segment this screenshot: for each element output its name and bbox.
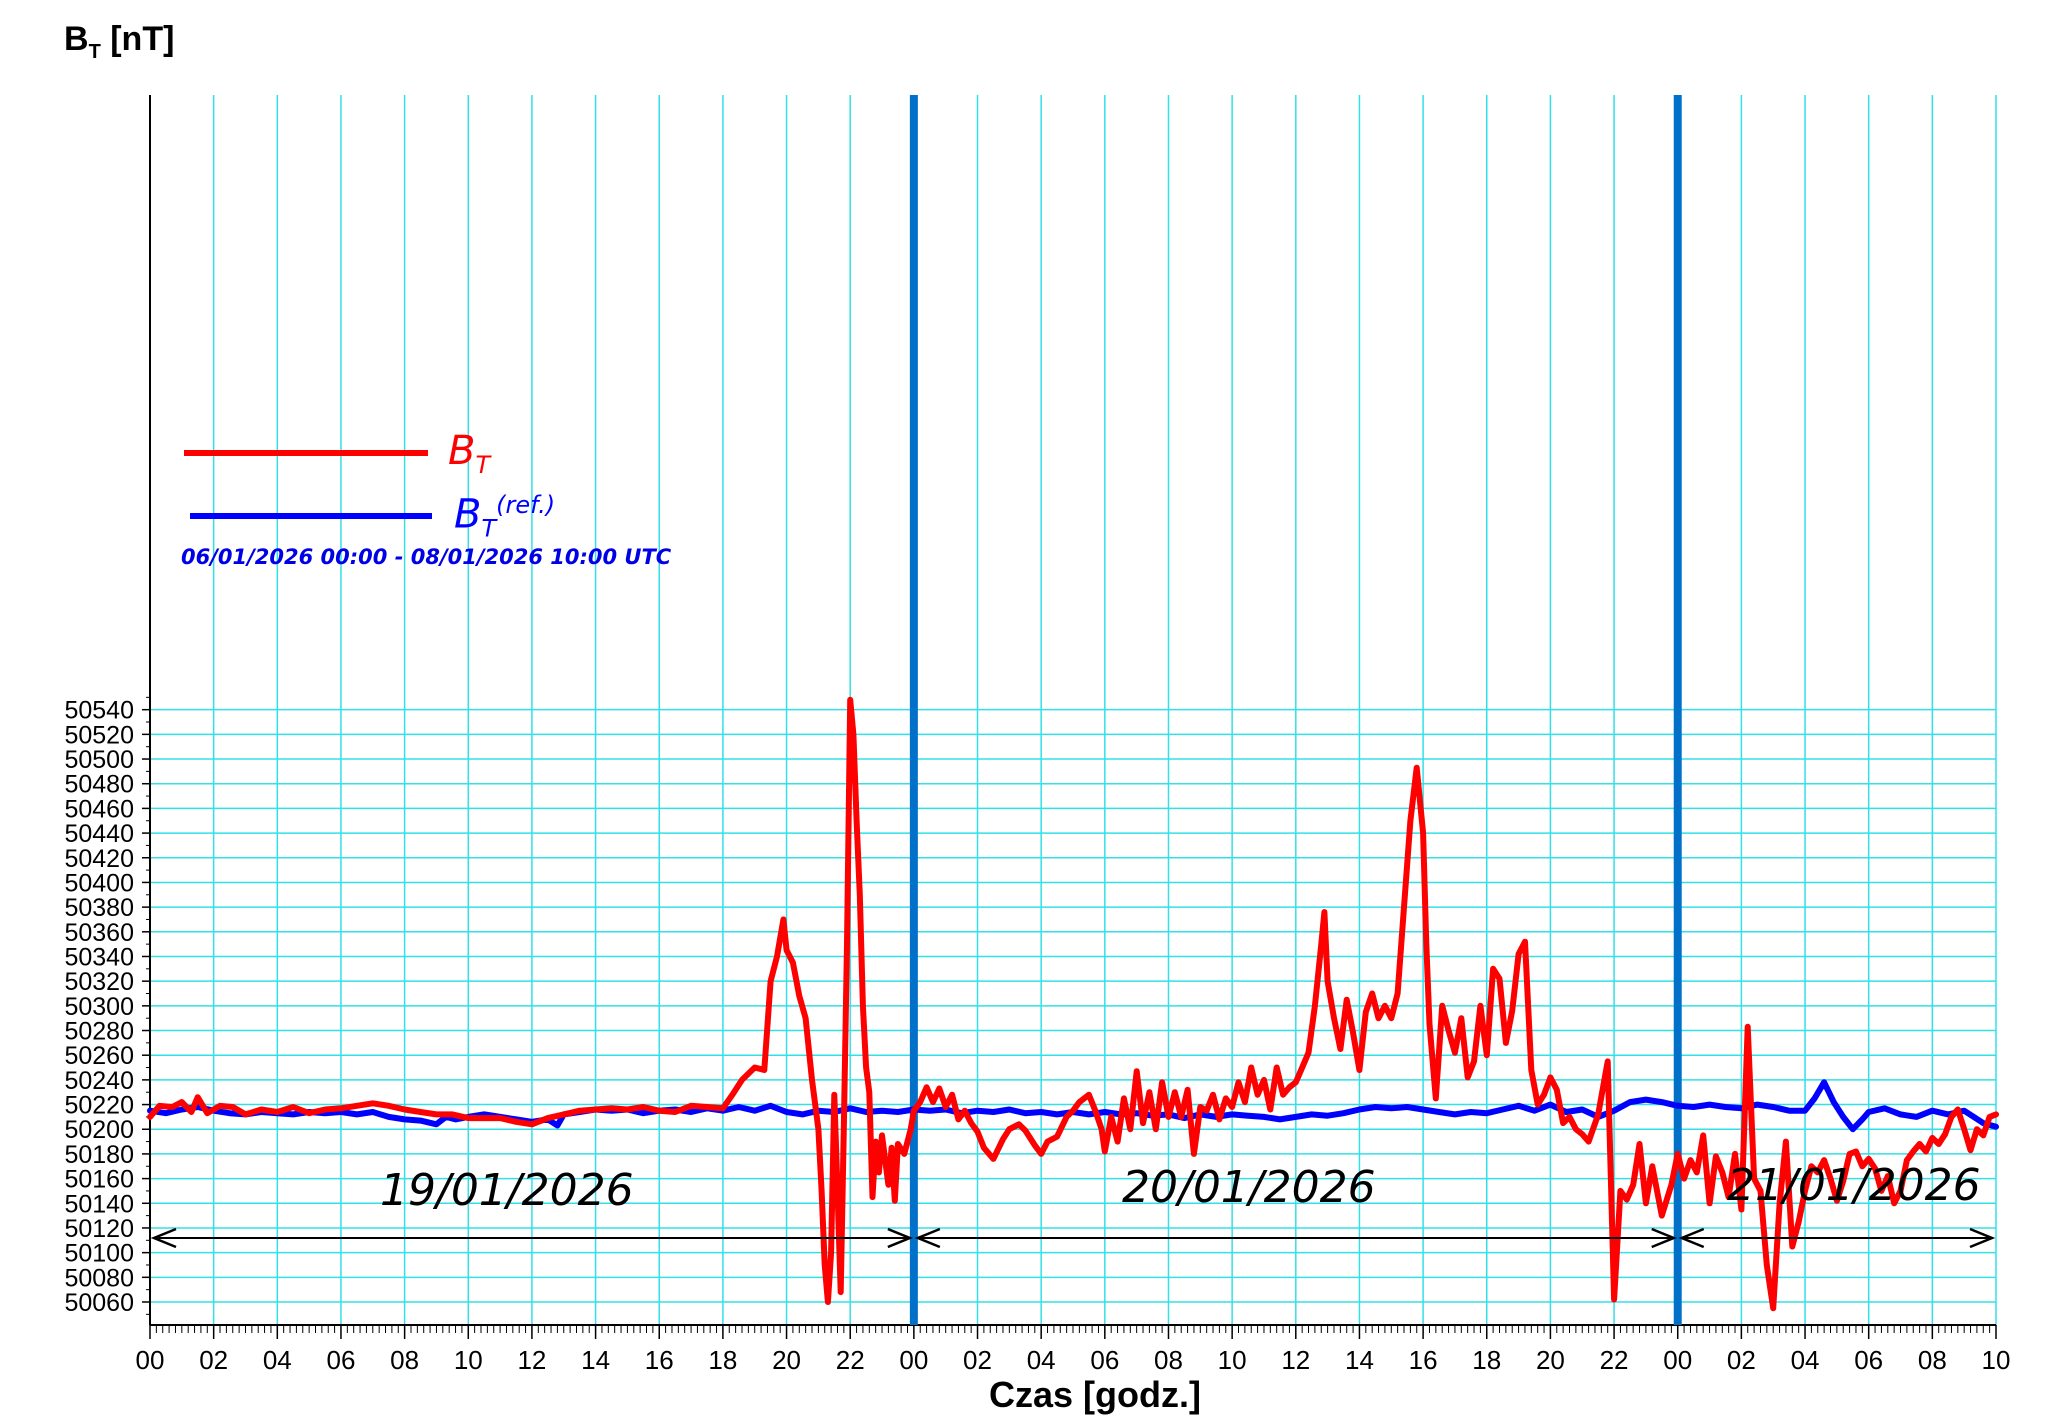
x-tick-label: 12 (517, 1345, 546, 1375)
x-tick-label: 08 (1918, 1345, 1947, 1375)
day-arrows (150, 1227, 1996, 1249)
x-tick-label: 00 (136, 1345, 165, 1375)
legend-label-bt: BT (448, 428, 491, 479)
series-line-bt (147, 696, 1999, 1312)
date-label-day3: 21/01/2026 (1727, 1160, 1981, 1211)
y-tick-label: 50160 (64, 1166, 134, 1194)
x-tick-label: 08 (1154, 1345, 1183, 1375)
day-arrow-head-left (150, 1227, 177, 1249)
x-tick-label: 06 (327, 1345, 356, 1375)
x-tick-label: 00 (899, 1345, 928, 1375)
y-tick-label: 50300 (64, 993, 134, 1021)
day-arrow-head-left (914, 1227, 941, 1249)
day-arrow-head-right (1969, 1227, 1996, 1249)
y-tick-label: 50460 (64, 795, 134, 823)
legend-label-bt-ref: BT(ref.) (454, 491, 556, 543)
x-tick-label: 22 (836, 1345, 865, 1375)
x-tick-label: 02 (199, 1345, 228, 1375)
x-tick-label: 06 (1854, 1345, 1883, 1375)
x-tick-label: 06 (1090, 1345, 1119, 1375)
x-tick-label: 08 (390, 1345, 419, 1375)
x-tick-label: 22 (1600, 1345, 1629, 1375)
series-group (147, 696, 1999, 1312)
y-tick-label: 50240 (64, 1067, 134, 1095)
y-axis-title: BT [nT] (64, 20, 175, 63)
x-tick-label: 04 (1791, 1345, 1820, 1375)
x-axis-title: Czas [godz.] (989, 1374, 1201, 1415)
x-tick-label: 20 (1536, 1345, 1565, 1375)
x-axis: 00 02 04 06 08 10 12 14 16 18 20 22 00 02 04 06 08 10 12 14… (136, 1324, 2011, 1375)
y-axis: 5006050080501005012050140501605018050200… (64, 95, 151, 1325)
y-tick-label: 50140 (64, 1190, 134, 1218)
y-tick-label: 50400 (64, 869, 134, 897)
y-tick-label: 50540 (64, 697, 134, 725)
date-label-day2: 20/01/2026 (1122, 1162, 1376, 1213)
y-tick-label: 50080 (64, 1264, 134, 1292)
legend (184, 450, 432, 519)
x-tick-label: 14 (581, 1345, 610, 1375)
x-tick-label: 14 (1345, 1345, 1374, 1375)
x-tick-label: 10 (1218, 1345, 1247, 1375)
x-tick-label: 16 (1409, 1345, 1438, 1375)
x-tick-label: 18 (708, 1345, 737, 1375)
x-tick-label: 10 (1982, 1345, 2011, 1375)
x-tick-label: 04 (263, 1345, 292, 1375)
y-tick-label: 50200 (64, 1116, 134, 1144)
y-tick-label: 50440 (64, 820, 134, 848)
y-tick-label: 50120 (64, 1215, 134, 1243)
grid (149, 95, 1997, 1325)
y-tick-label: 50480 (64, 771, 134, 799)
x-tick-label: 02 (1727, 1345, 1756, 1375)
y-tick-label: 50060 (64, 1289, 134, 1317)
y-tick-label: 50260 (64, 1042, 134, 1070)
y-tick-label: 50380 (64, 894, 134, 922)
day-arrow-head-right (1651, 1227, 1678, 1249)
y-tick-label: 50360 (64, 919, 134, 947)
y-tick-label: 50500 (64, 746, 134, 774)
y-tick-label: 50420 (64, 845, 134, 873)
x-tick-label: 16 (645, 1345, 674, 1375)
x-tick-label: 10 (454, 1345, 483, 1375)
x-tick-label: 00 (1663, 1345, 1692, 1375)
x-tick-label: 20 (772, 1345, 801, 1375)
x-tick-label: 18 (1472, 1345, 1501, 1375)
day-arrow-head-right (887, 1227, 914, 1249)
x-tick-label: 02 (963, 1345, 992, 1375)
date-label-day1: 19/01/2026 (380, 1165, 634, 1216)
x-tick-label: 12 (1281, 1345, 1310, 1375)
y-tick-label: 50220 (64, 1092, 134, 1120)
y-tick-label: 50100 (64, 1240, 134, 1268)
legend-period: 06/01/2026 00:00 - 08/01/2026 10:00 UTC (181, 545, 672, 569)
y-tick-label: 50180 (64, 1141, 134, 1169)
y-tick-label: 50320 (64, 968, 134, 996)
day-arrow-head-left (1678, 1227, 1705, 1249)
y-tick-label: 50520 (64, 721, 134, 749)
y-tick-label: 50280 (64, 1018, 134, 1046)
x-tick-label: 04 (1027, 1345, 1056, 1375)
y-tick-label: 50340 (64, 943, 134, 971)
